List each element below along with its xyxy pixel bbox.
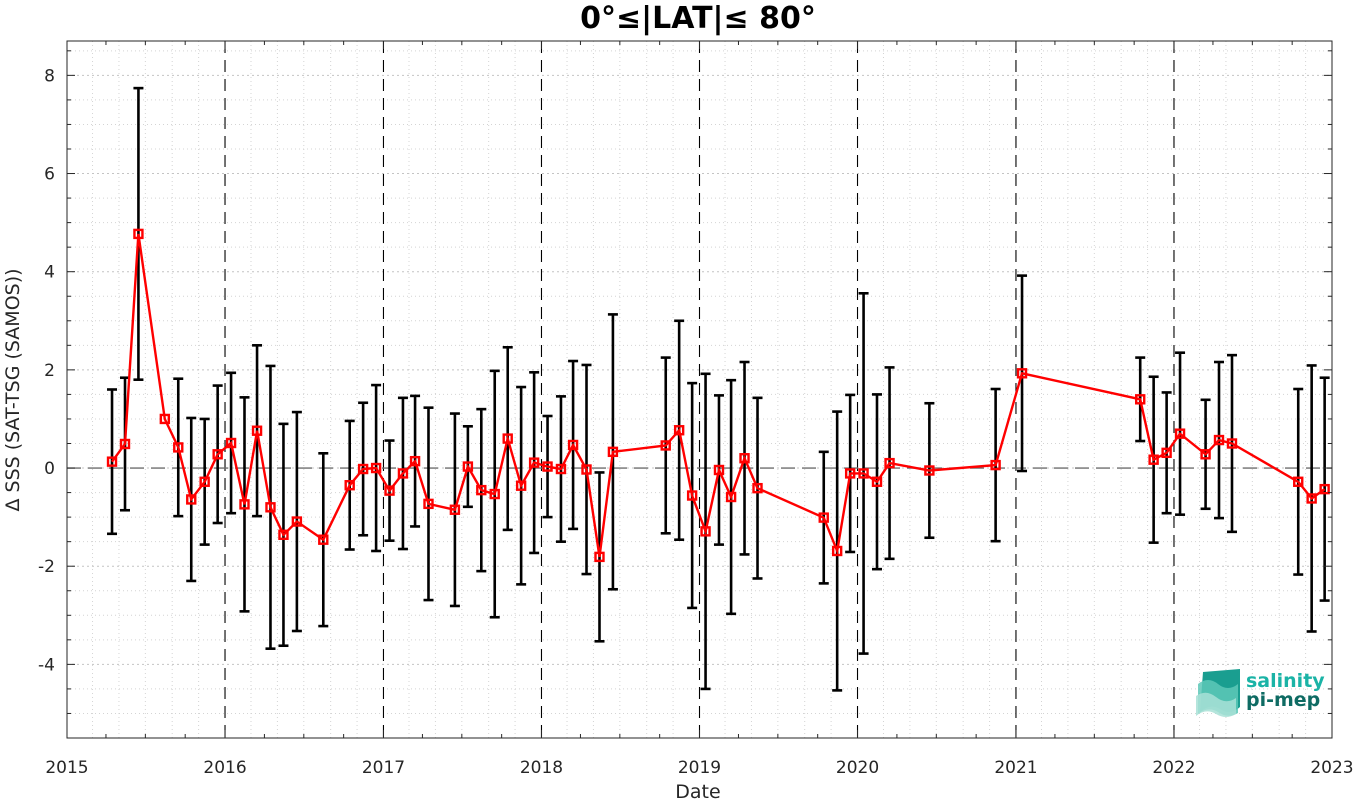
data-point-marker [713, 464, 725, 476]
x-tick-label: 2022 [1152, 758, 1195, 778]
data-point-marker [291, 516, 303, 527]
y-tick-labels: -4 -2 0 2 4 6 8 [38, 66, 55, 675]
y-tick-label: -4 [38, 655, 55, 675]
data-point-marker [607, 446, 619, 458]
data-point-marker [251, 425, 263, 436]
data-point-marker [409, 455, 421, 467]
data-point-marker [186, 494, 197, 505]
data-point-marker [133, 228, 144, 240]
data-point-marker [1226, 438, 1238, 449]
data-point-marker [173, 442, 184, 453]
x-tick-label: 2015 [45, 758, 88, 778]
data-point-marker [594, 551, 605, 563]
data-point-marker [449, 504, 461, 515]
data-point-marker [752, 482, 763, 494]
logo-text-pi-mep: pi-mep [1246, 689, 1320, 711]
data-point-marker [884, 457, 895, 469]
y-tick-label: 2 [44, 361, 55, 381]
data-point-marker [542, 461, 553, 472]
salinity-pi-mep-logo: salinity pi-mep [1196, 669, 1325, 717]
data-point-marker [567, 439, 579, 451]
data-point-marker [581, 464, 592, 475]
y-tick-label: 4 [44, 263, 55, 283]
data-point-marker [239, 499, 250, 510]
markers [106, 228, 1330, 563]
data-point-marker [159, 413, 171, 425]
data-point-marker [423, 498, 434, 510]
data-point-marker [199, 476, 210, 487]
data-point-marker [1319, 483, 1330, 495]
data-point-marker [555, 463, 567, 475]
data-point-marker [1161, 447, 1172, 459]
data-point-marker [476, 484, 487, 496]
data-point-marker [357, 463, 369, 475]
x-tick-label: 2020 [836, 758, 879, 778]
data-point-marker [700, 526, 711, 537]
data-point-marker [225, 437, 237, 449]
data-point-marker [344, 480, 355, 491]
data-point-marker [515, 480, 527, 491]
data-point-marker [106, 456, 118, 467]
data-point-marker [1016, 368, 1028, 379]
axis-ticks [66, 41, 1333, 739]
logo-wave-icon [1196, 669, 1240, 717]
x-tick-label: 2021 [994, 758, 1037, 778]
data-point-marker [1135, 394, 1146, 405]
x-tick-labels: 2015 2016 2017 2018 2019 2020 2021 2022 2023 [45, 758, 1353, 778]
data-point-marker [370, 462, 382, 474]
y-tick-label: 0 [44, 459, 55, 479]
y-tick-label: 8 [44, 66, 55, 86]
x-tick-label: 2016 [203, 758, 246, 778]
data-point-marker [278, 529, 289, 540]
data-point-marker [924, 465, 935, 476]
chart-title: 0°≤|LAT|≤ 80° [580, 1, 816, 36]
data-point-marker [871, 476, 883, 487]
data-point-marker [1213, 434, 1225, 446]
data-point-marker [858, 468, 869, 479]
data-point-marker [673, 425, 685, 436]
x-tick-label: 2023 [1310, 758, 1353, 778]
x-tick-label: 2019 [678, 758, 721, 778]
data-point-marker [660, 440, 671, 451]
data-point-marker [1174, 428, 1186, 439]
data-point-marker [462, 461, 474, 472]
data-point-marker [489, 488, 500, 500]
x-tick-label: 2017 [362, 758, 405, 778]
data-point-marker [1306, 493, 1317, 504]
data-point-marker [686, 490, 698, 501]
data-point-marker [725, 491, 737, 503]
data-point-marker [818, 512, 829, 523]
data-point-marker [990, 459, 1001, 471]
data-point-marker [502, 433, 513, 444]
year-divider-lines [224, 41, 1175, 738]
data-point-marker [1293, 476, 1304, 487]
x-tick-label: 2018 [520, 758, 563, 778]
data-point-marker [1148, 454, 1159, 465]
data-point-marker [739, 453, 750, 464]
data-point-marker [831, 545, 843, 557]
data-point-marker [844, 468, 856, 479]
series-line [111, 233, 1326, 558]
data-point-marker [318, 534, 329, 545]
data-point-marker [265, 502, 276, 513]
y-axis-label: Δ SSS (SAT-TSG (SAMOS)) [2, 268, 24, 511]
data-point-marker [397, 468, 409, 479]
data-point-marker [212, 449, 223, 460]
x-axis-label: Date [675, 781, 720, 801]
data-point-marker [384, 485, 395, 496]
data-point-marker [119, 438, 131, 450]
data-point-marker [528, 457, 540, 468]
logo-text-salinity: salinity [1246, 670, 1325, 692]
data-point-marker [1200, 449, 1211, 460]
y-tick-label: -2 [38, 557, 55, 577]
y-tick-label: 6 [44, 165, 55, 185]
